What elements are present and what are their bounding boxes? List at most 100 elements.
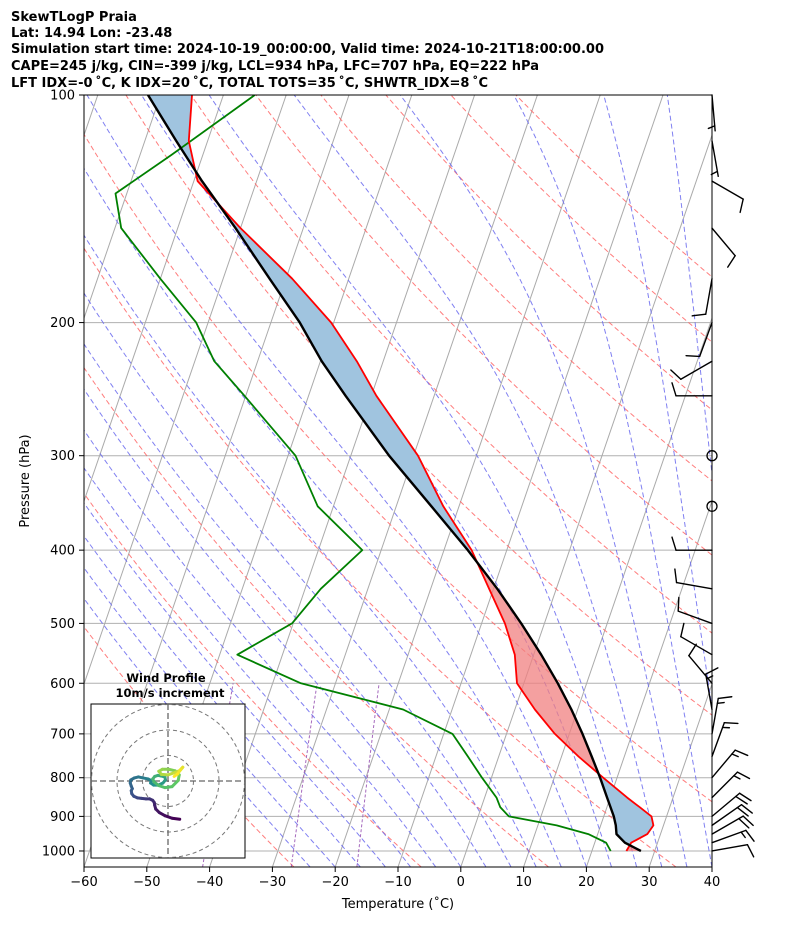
wind-barb	[674, 568, 713, 590]
moist-adiabat-line	[666, 95, 712, 478]
isotherm-line	[460, 133, 712, 867]
dry-adiabat-line	[385, 95, 712, 411]
cape-area	[477, 563, 600, 775]
moist-adiabat-line	[84, 429, 437, 867]
isotherm-line	[84, 95, 224, 503]
isotherm-line	[271, 95, 538, 867]
x-tick-label: −10	[384, 875, 411, 890]
moist-adiabat-line	[84, 467, 411, 867]
y-axis-ticks: 1000 900 800 700 600 500 400 300 200 100	[42, 89, 84, 859]
y-tick-label: 100	[50, 89, 75, 104]
moist-adiabat-line	[84, 343, 487, 867]
x-axis-label: Temperature (˚C)	[341, 896, 454, 912]
mixing-ratio-line	[356, 683, 380, 867]
wind-barb	[711, 696, 733, 735]
y-tick-label: 600	[50, 677, 75, 692]
y-tick-label: 700	[50, 727, 75, 742]
hodograph-title: Wind Profile	[126, 671, 206, 685]
moist-adiabat-line	[84, 234, 537, 867]
temperature-line	[187, 95, 655, 852]
y-tick-label: 800	[50, 771, 75, 786]
y-tick-label: 500	[50, 617, 75, 632]
wind-barb	[711, 844, 755, 858]
cin-area	[219, 205, 478, 563]
isotherm-line	[209, 95, 476, 867]
x-tick-label: −40	[196, 875, 223, 890]
x-tick-label: 0	[457, 875, 465, 890]
title-line-2: Lat: 14.94 Lon: -23.48	[11, 26, 172, 41]
wind-barbs	[670, 94, 755, 858]
dry-adiabat-line	[84, 247, 677, 867]
wind-barb	[671, 536, 713, 551]
mixing-ratio-line	[290, 683, 318, 867]
dry-adiabat-line	[190, 95, 712, 634]
x-tick-label: −50	[133, 875, 160, 890]
wind-barb	[711, 227, 736, 268]
moist-adiabat-line	[84, 388, 462, 867]
wind-barb	[711, 749, 749, 779]
x-tick-label: 30	[641, 875, 658, 890]
x-tick-label: −20	[321, 875, 348, 890]
wind-barb	[711, 722, 739, 758]
moist-adiabat-line	[84, 597, 311, 867]
moist-adiabat-line	[84, 292, 512, 867]
wind-barb	[688, 643, 713, 684]
x-tick-label: 20	[578, 875, 595, 890]
isotherm-line	[523, 316, 712, 867]
moist-adiabat-line	[84, 167, 562, 867]
wind-barb	[671, 382, 713, 397]
y-tick-label: 900	[50, 810, 75, 825]
moist-adiabats	[84, 95, 712, 867]
isotherm-line	[334, 95, 601, 867]
wind-barb	[711, 815, 754, 835]
title-line-5: LFT IDX=-0 ˚C, K IDX=20 ˚C, TOTAL TOTS=3…	[11, 75, 488, 91]
isotherm-line	[397, 95, 664, 867]
y-tick-label: 200	[50, 316, 75, 331]
isotherm-line	[585, 499, 712, 867]
hodograph-segment	[172, 772, 180, 778]
wind-barb	[711, 804, 753, 827]
hodograph-subtitle: 10m/s increment	[116, 686, 225, 700]
moist-adiabat-line	[293, 95, 663, 867]
wind-barb	[670, 360, 713, 380]
x-tick-label: 10	[515, 875, 532, 890]
moist-adiabat-line	[513, 95, 712, 867]
wind-barb	[685, 321, 713, 358]
title-line-1: SkewTLogP Praia	[11, 10, 137, 25]
moist-adiabat-line	[86, 95, 587, 867]
hodograph-inset: Wind Profile 10m/s increment	[90, 671, 246, 859]
isotherm-line	[648, 682, 712, 867]
wind-barb	[677, 596, 713, 625]
dry-adiabat-line	[255, 95, 712, 556]
chart-title: SkewTLogP Praia Lat: 14.94 Lon: -23.48 S…	[11, 10, 604, 91]
isotherm-line	[711, 865, 712, 867]
plot-area	[84, 95, 712, 867]
x-tick-label: −30	[259, 875, 286, 890]
dewpoint-line	[114, 95, 612, 852]
wind-barb	[711, 829, 755, 844]
isotherm-line	[84, 95, 99, 137]
wind-barb	[711, 792, 752, 818]
moist-adiabat-line	[399, 95, 688, 867]
y-axis-label: Pressure (hPa)	[18, 434, 33, 527]
isotherm-line	[84, 95, 287, 686]
y-tick-label: 300	[50, 449, 75, 464]
hodograph-plot	[91, 704, 245, 858]
y-tick-label: 400	[50, 544, 75, 559]
title-line-3: Simulation start time: 2024-10-19_00:00:…	[11, 42, 604, 57]
x-tick-label: 40	[704, 875, 721, 890]
moist-adiabat-line	[603, 95, 712, 711]
y-tick-label: 1000	[42, 844, 75, 859]
wind-barb	[680, 622, 713, 656]
profile-lines	[114, 95, 655, 853]
dry-adiabat-line	[450, 95, 712, 343]
x-tick-label: −60	[70, 875, 97, 890]
isotherms	[84, 95, 712, 867]
wind-barb	[711, 180, 744, 214]
parcel-line	[146, 95, 642, 853]
dry-adiabat-line	[515, 95, 712, 278]
title-line-4: CAPE=245 j/kg, CIN=-399 j/kg, LCL=934 hP…	[11, 59, 539, 74]
dry-adiabat-line	[320, 95, 712, 482]
cin-area	[598, 774, 654, 846]
